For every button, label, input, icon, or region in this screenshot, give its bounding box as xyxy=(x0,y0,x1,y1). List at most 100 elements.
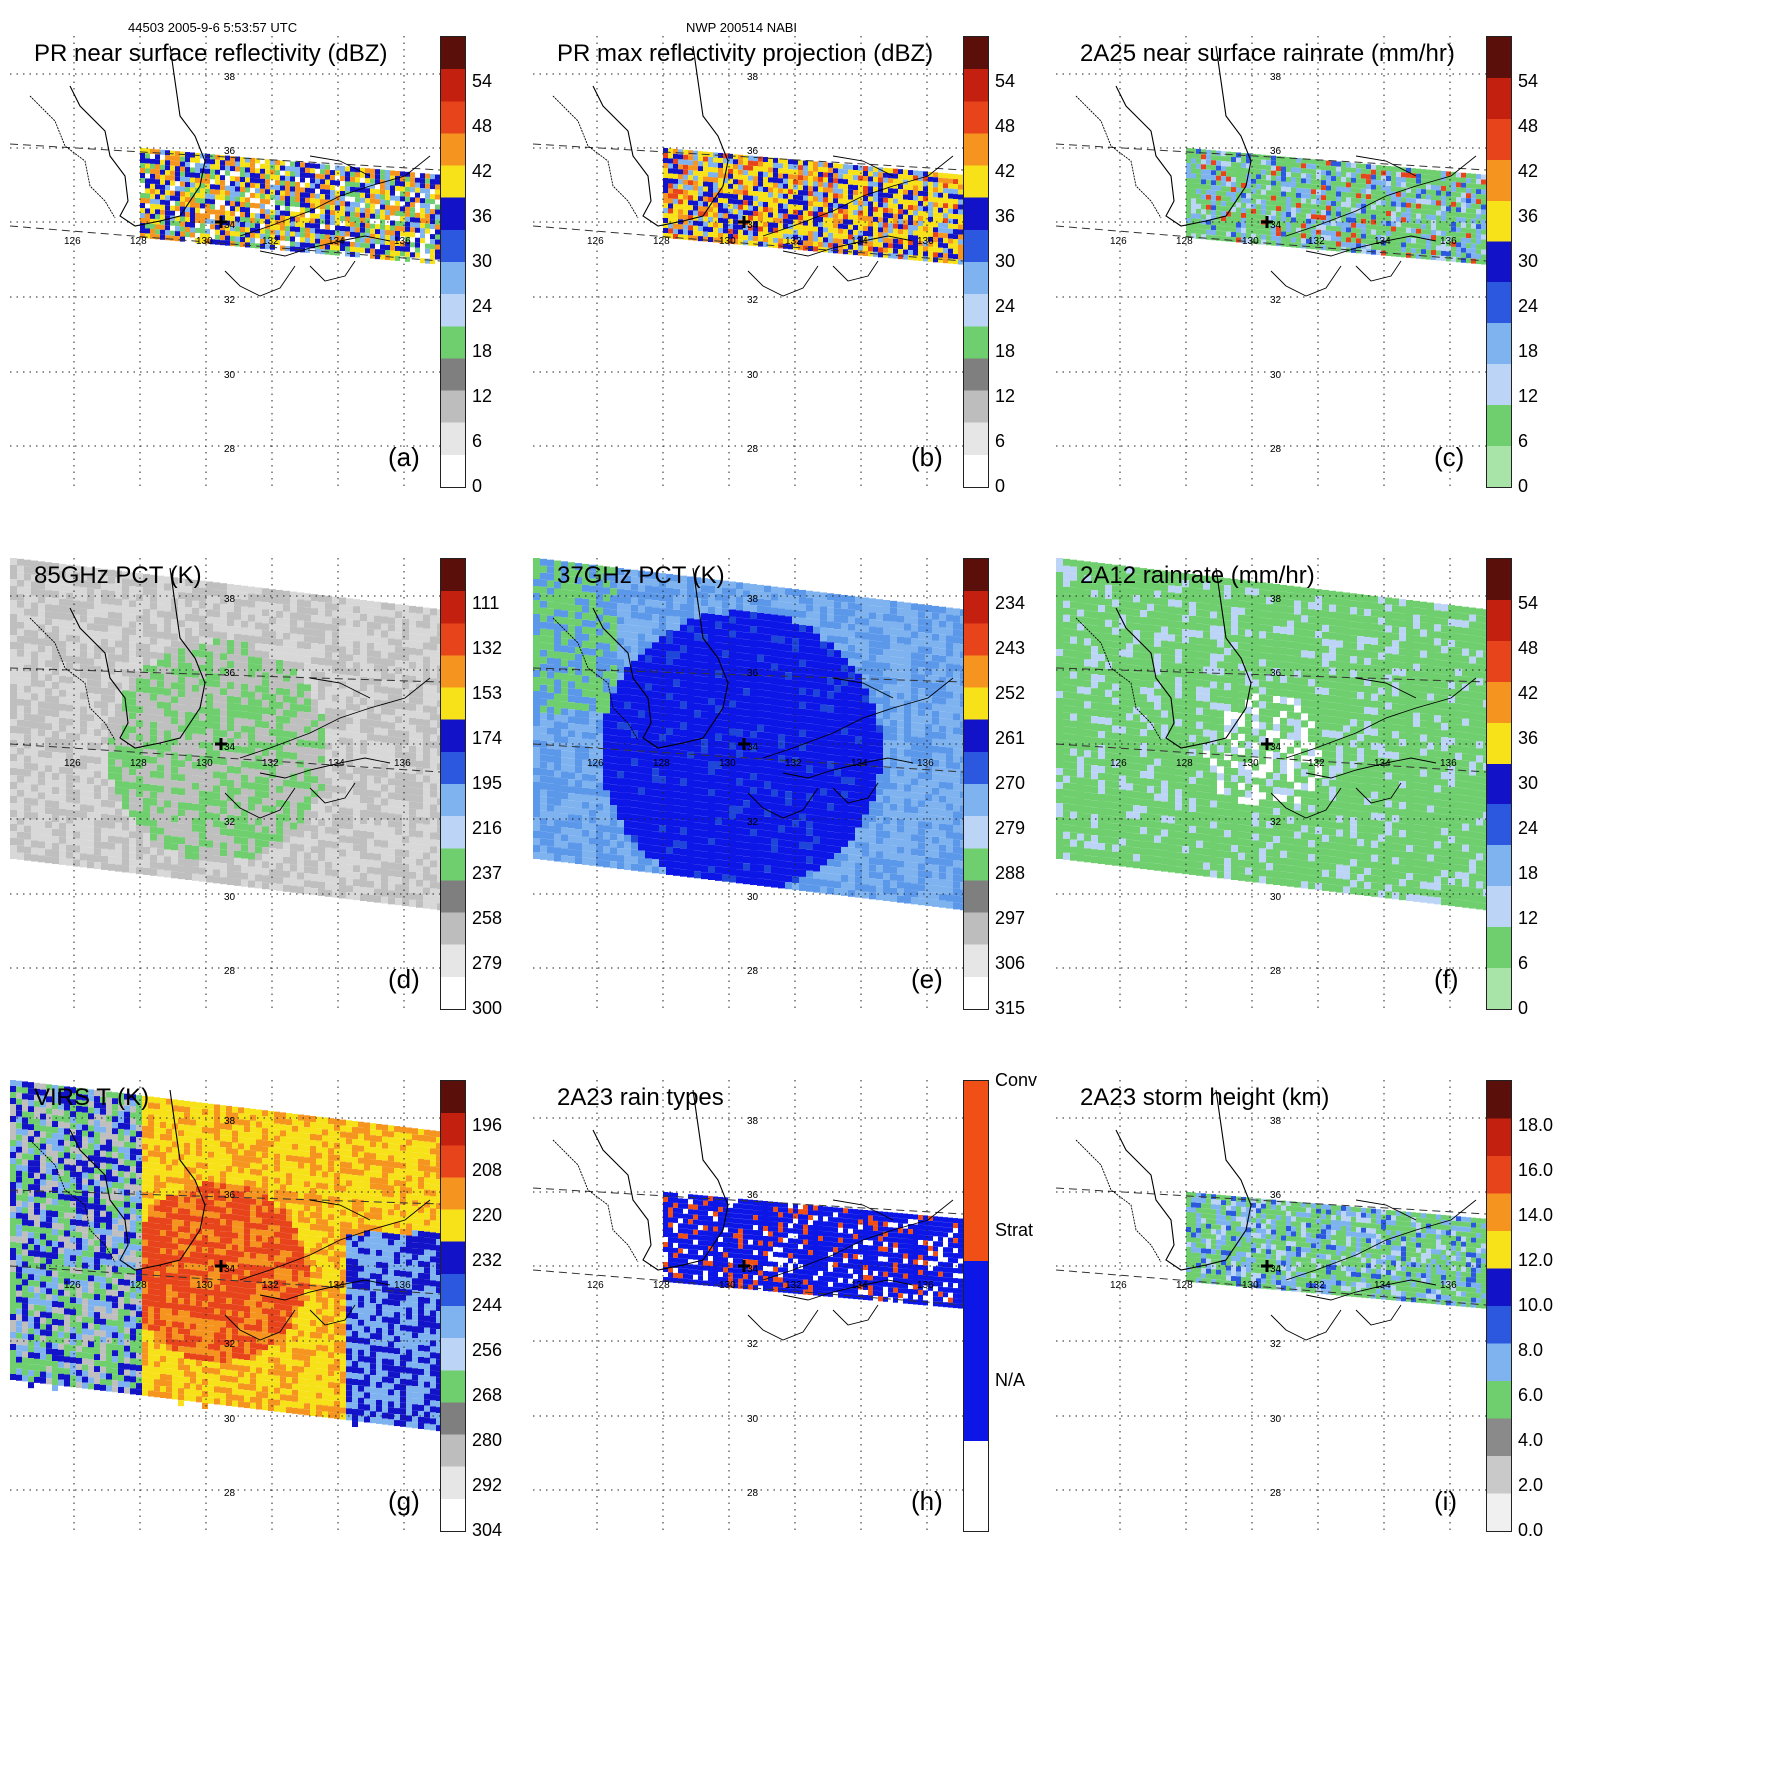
swath-data xyxy=(1056,558,1486,911)
colorbar-tick-label: 220 xyxy=(472,1205,503,1225)
panel-title: 37GHz PCT (K) xyxy=(557,562,725,589)
coastline-korea-west xyxy=(1075,617,1162,741)
lon-label: 132 xyxy=(1308,758,1325,769)
colorbar-tick-label: 0 xyxy=(1518,476,1529,496)
coastline-korea xyxy=(69,567,206,749)
lat-label: 30 xyxy=(1270,892,1282,903)
lat-label: 32 xyxy=(747,295,759,306)
panel-title: 2A12 rainrate (mm/hr) xyxy=(1080,562,1315,589)
colorbar-tick-label: 54 xyxy=(1518,593,1539,613)
swath-data xyxy=(1186,148,1486,265)
panel-c: 38 36 34 32 30 28 126 128 130 132 134 136 2A25 near … xyxy=(1056,36,1616,596)
lon-label: 130 xyxy=(719,236,736,247)
lat-label: 28 xyxy=(747,966,759,977)
panel-title: PR max reflectivity projection (dBZ) xyxy=(557,40,934,67)
map-plot xyxy=(533,1080,963,1530)
colorbar-tick-label: 304 xyxy=(472,1520,503,1540)
lon-label: 136 xyxy=(394,1280,411,1291)
lat-label: 32 xyxy=(747,1339,759,1350)
coastline-korea-west xyxy=(29,1139,116,1263)
colorbar-tick-label: 243 xyxy=(995,638,1026,658)
colorbar-tick-label: 24 xyxy=(995,296,1016,316)
colorbar-tick-label: 18 xyxy=(995,341,1016,361)
map-plot xyxy=(1056,1080,1486,1530)
lon-label: 132 xyxy=(785,236,802,247)
storm-center-marker xyxy=(215,1260,227,1272)
lat-label: 38 xyxy=(747,1116,759,1127)
colorbar-tick-label: 18 xyxy=(1518,863,1539,883)
colorbar-tick-label: 297 xyxy=(995,908,1026,928)
colorbar-tick-label: 132 xyxy=(472,638,503,658)
lat-label: 30 xyxy=(224,892,236,903)
lon-label: 132 xyxy=(1308,1280,1325,1291)
lon-label: 130 xyxy=(1242,236,1259,247)
lon-label: 136 xyxy=(1440,236,1457,247)
graticule xyxy=(533,1080,963,1530)
lat-label: 36 xyxy=(1270,1190,1282,1201)
lon-label: 132 xyxy=(262,1280,279,1291)
colorbar-tick-label: 244 xyxy=(472,1295,503,1315)
lat-label: 32 xyxy=(224,817,236,828)
coastline-korea xyxy=(69,45,206,227)
lon-label: 136 xyxy=(917,1280,934,1291)
lat-label: 28 xyxy=(224,966,236,977)
colorbar-tick-label: 195 xyxy=(472,773,503,793)
colorbar-tick-label: 237 xyxy=(472,863,503,883)
lat-label: 32 xyxy=(224,295,236,306)
panel-letter: (g) xyxy=(388,1486,420,1516)
lat-label: 30 xyxy=(747,892,759,903)
colorbar-tick-label: 0.0 xyxy=(1518,1520,1544,1540)
lon-label: 128 xyxy=(1176,236,1193,247)
map-plot xyxy=(10,36,440,486)
panel-h: 38 36 34 32 30 28 126 128 130 132 134 136 2A23 rain … xyxy=(533,1070,1093,1640)
panel-letter: (d) xyxy=(388,964,420,994)
coastline-korea-west xyxy=(1075,1139,1162,1263)
coastline-korea xyxy=(592,567,729,749)
coastline-japan xyxy=(224,1199,431,1341)
lat-label: 34 xyxy=(747,1264,759,1275)
colorbar-tick-label: 12 xyxy=(1518,908,1539,928)
lon-label: 134 xyxy=(328,1280,345,1291)
panel-letter: (c) xyxy=(1434,442,1465,472)
colorbar-tick-label: 18.0 xyxy=(1518,1115,1554,1135)
colorbar-tick-label: 12 xyxy=(995,386,1016,406)
lon-label: 130 xyxy=(196,236,213,247)
lon-label: 130 xyxy=(719,1280,736,1291)
storm-center-marker xyxy=(738,1260,750,1272)
lat-label: 38 xyxy=(1270,72,1282,83)
colorbar xyxy=(440,36,466,488)
lat-label: 34 xyxy=(1270,742,1282,753)
panel-title: 2A25 near surface rainrate (mm/hr) xyxy=(1080,40,1455,67)
colorbar-tick-label: 24 xyxy=(1518,818,1539,838)
lat-label: 28 xyxy=(1270,1488,1282,1499)
lat-label: 28 xyxy=(747,444,759,455)
swath-data xyxy=(533,558,963,911)
colorbar-tick-label: 30 xyxy=(472,251,493,271)
panel-title: PR near surface reflectivity (dBZ) xyxy=(34,40,388,67)
colorbar-tick-label: 30 xyxy=(1518,251,1539,271)
lat-label: 36 xyxy=(747,146,759,157)
lon-label: 128 xyxy=(653,236,670,247)
colorbar-tick-label: 288 xyxy=(995,863,1026,883)
lat-label: 30 xyxy=(224,370,236,381)
coastline-japan xyxy=(747,677,954,819)
colorbar-tick-label: 252 xyxy=(995,683,1026,703)
lat-label: 38 xyxy=(747,594,759,605)
lon-label: 128 xyxy=(653,1280,670,1291)
colorbar xyxy=(963,36,989,488)
colorbar xyxy=(440,558,466,1010)
lon-label: 134 xyxy=(1374,1280,1391,1291)
storm-center-marker xyxy=(1261,1260,1273,1272)
colorbar-tick-label: 292 xyxy=(472,1475,503,1495)
coastline-korea xyxy=(592,1089,729,1271)
colorbar-tick-label: 216 xyxy=(472,818,503,838)
lon-label: 128 xyxy=(653,758,670,769)
graticule xyxy=(10,36,440,486)
colorbar xyxy=(1486,558,1512,1010)
lon-label: 134 xyxy=(328,758,345,769)
colorbar-tick-label: 0 xyxy=(472,476,483,496)
colorbar-tick-label: 24 xyxy=(1518,296,1539,316)
lat-label: 34 xyxy=(747,220,759,231)
coastline-korea xyxy=(1115,567,1252,749)
colorbar-tick-label: 280 xyxy=(472,1430,503,1450)
